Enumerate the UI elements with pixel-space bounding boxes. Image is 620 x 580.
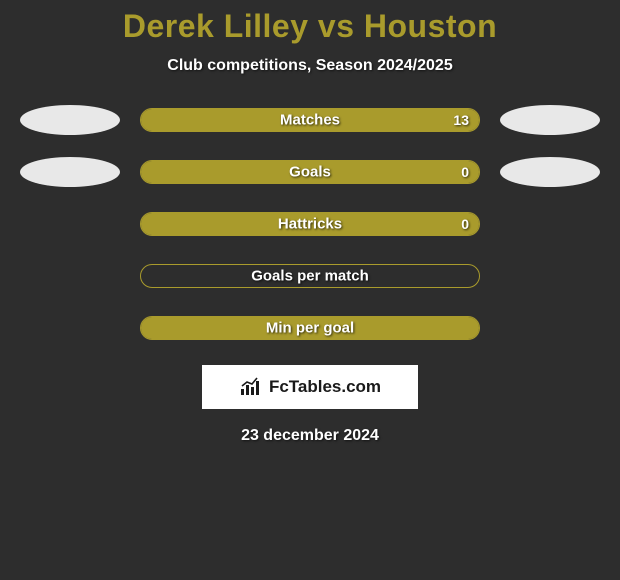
avatar-spacer: [20, 261, 120, 291]
stat-bar: Hattricks 0: [140, 212, 480, 236]
brand-text: FcTables.com: [269, 377, 381, 397]
stat-label: Min per goal: [266, 320, 354, 337]
player-avatar-left: [20, 105, 120, 135]
stat-label: Goals per match: [251, 268, 369, 285]
stat-label: Matches: [280, 112, 340, 129]
date-text: 23 december 2024: [0, 427, 620, 445]
stat-value-right: 0: [461, 216, 469, 232]
stat-label: Hattricks: [278, 216, 342, 233]
stat-row: Goals 0: [0, 157, 620, 187]
stat-row: Matches 13: [0, 105, 620, 135]
stat-bar: Min per goal: [140, 316, 480, 340]
comparison-infographic: Derek Lilley vs Houston Club competition…: [0, 0, 620, 445]
subtitle: Club competitions, Season 2024/2025: [0, 57, 620, 75]
chart-icon: [239, 377, 263, 397]
avatar-spacer: [500, 313, 600, 343]
page-title: Derek Lilley vs Houston: [0, 8, 620, 45]
stat-bar: Goals 0: [140, 160, 480, 184]
avatar-spacer: [20, 313, 120, 343]
player-avatar-left: [20, 157, 120, 187]
stat-row: Hattricks 0: [0, 209, 620, 239]
stat-bar: Goals per match: [140, 264, 480, 288]
avatar-spacer: [500, 209, 600, 239]
brand-box: FcTables.com: [202, 365, 418, 409]
avatar-spacer: [500, 261, 600, 291]
stat-label: Goals: [289, 164, 331, 181]
player-avatar-right: [500, 105, 600, 135]
avatar-spacer: [20, 209, 120, 239]
stat-bar: Matches 13: [140, 108, 480, 132]
stat-rows: Matches 13 Goals 0 Hattricks 0 Goals per match…: [0, 105, 620, 343]
player-avatar-right: [500, 157, 600, 187]
stat-value-right: 0: [461, 164, 469, 180]
stat-value-right: 13: [453, 112, 469, 128]
stat-row: Goals per match: [0, 261, 620, 291]
stat-row: Min per goal: [0, 313, 620, 343]
